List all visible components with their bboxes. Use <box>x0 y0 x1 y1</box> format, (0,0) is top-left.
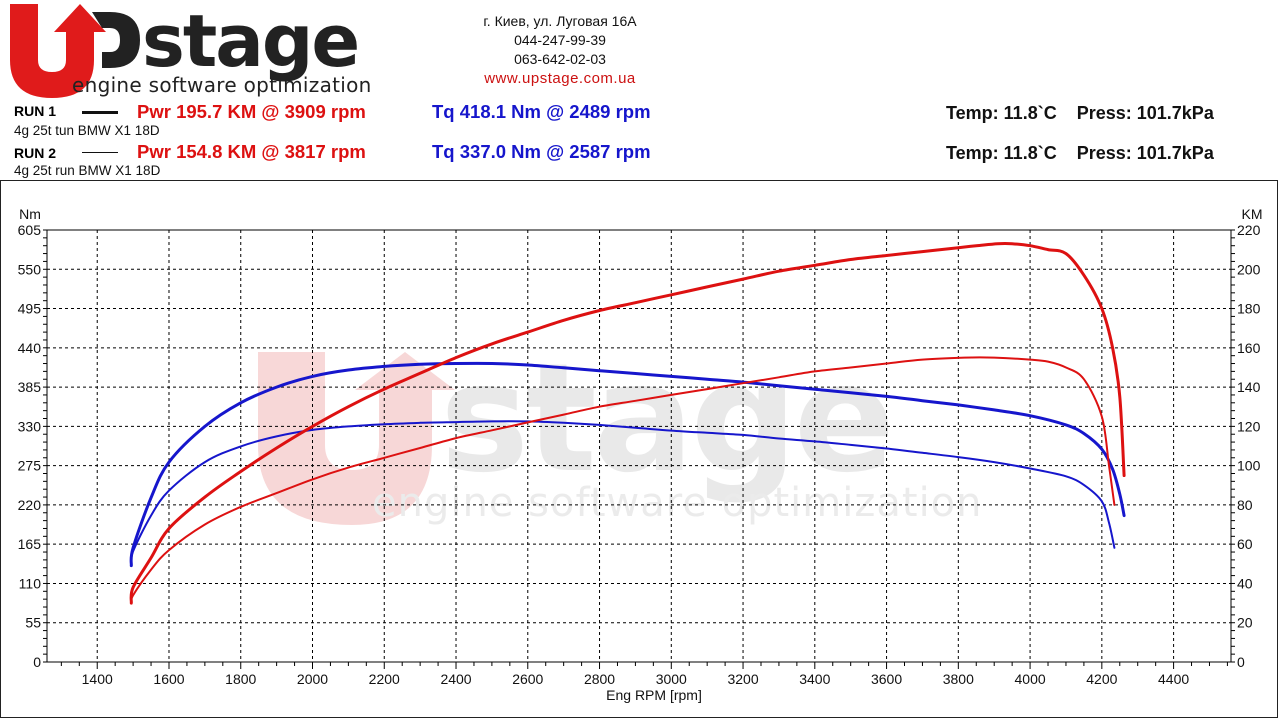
run-1-press: Press: 101.7kPa <box>1076 103 1214 123</box>
y-right-tick-label: 60 <box>1237 536 1253 552</box>
y-left-tick-label: 275 <box>18 458 42 474</box>
y-left-tick-label: 330 <box>18 418 42 434</box>
run-1-torque: Tq 418.1 Nm @ 2489 rpm <box>432 101 651 122</box>
x-tick-label: 2400 <box>440 671 471 687</box>
run-2-power: Pwr 154.8 KM @ 3817 rpm <box>137 141 366 162</box>
y-right-tick-label: 80 <box>1237 497 1253 513</box>
logo-word: stage <box>142 2 358 83</box>
x-tick-label: 3800 <box>943 671 974 687</box>
phone-2: 063-642-02-03 <box>514 51 606 67</box>
run-2-torque: Tq 337.0 Nm @ 2587 rpm <box>432 141 651 162</box>
y-left-tick-label: 385 <box>18 379 42 395</box>
y-left-tick-label: 605 <box>18 222 42 238</box>
series-line-3 <box>129 241 1126 605</box>
y-left-tick-label: 495 <box>18 301 42 317</box>
run-1-conditions: Temp: 11.8`C Press: 101.7kPa <box>946 103 1214 124</box>
run-1-label: RUN 1 <box>14 103 57 119</box>
series-line-4 <box>130 356 1116 605</box>
y-right-tick-label: 0 <box>1237 654 1245 670</box>
x-tick-label: 3600 <box>871 671 902 687</box>
run-1-power: Pwr 195.7 KM @ 3909 rpm <box>137 101 366 122</box>
chart-frame <box>0 180 1278 718</box>
address: г. Киев, ул. Луговая 16А <box>483 13 637 29</box>
logo-u-shape <box>10 4 106 98</box>
y-left-axis-label: Nm <box>19 206 41 222</box>
y-right-tick-label: 20 <box>1237 615 1253 631</box>
plot-area <box>46 229 1232 663</box>
y-right-axis-label: KM <box>1242 206 1263 222</box>
x-tick-label: 4400 <box>1158 671 1189 687</box>
y-right-tick-label: 220 <box>1237 222 1261 238</box>
svg-text:engine software optimization: engine software optimization <box>372 480 983 526</box>
series-line-1 <box>129 361 1126 568</box>
y-left-tick-label: 165 <box>18 536 42 552</box>
x-tick-label: 2000 <box>297 671 328 687</box>
series-line-2 <box>130 420 1116 567</box>
run-1-description: 4g 25t tun BMW X1 18D <box>14 123 160 138</box>
run-1-temp: Temp: 11.8`C <box>946 103 1057 123</box>
y-right-tick-label: 160 <box>1237 340 1261 356</box>
x-axis-label: Eng RPM [rpm] <box>606 687 702 703</box>
logo-tagline: engine software optimization <box>72 73 372 97</box>
website-link[interactable]: www.upstage.com.ua <box>484 70 636 87</box>
x-tick-label: 3200 <box>727 671 758 687</box>
upstage-logo: stage engine software optimization <box>10 2 372 98</box>
phone-1: 044-247-99-39 <box>514 32 606 48</box>
x-tick-label: 2800 <box>584 671 615 687</box>
run-2-temp: Temp: 11.8`C <box>946 143 1057 163</box>
y-right-tick-label: 200 <box>1237 261 1261 277</box>
run-2-conditions: Temp: 11.8`C Press: 101.7kPa <box>946 143 1214 164</box>
y-right-tick-label: 140 <box>1237 379 1261 395</box>
y-left-tick-label: 55 <box>25 615 41 631</box>
run-2-label: RUN 2 <box>14 145 57 161</box>
x-tick-label: 1600 <box>153 671 184 687</box>
y-right-tick-label: 180 <box>1237 301 1261 317</box>
y-left-tick-label: 440 <box>18 340 42 356</box>
y-left-tick-label: 0 <box>33 654 41 670</box>
run-2-description: 4g 25t run BMW X1 18D <box>14 163 161 178</box>
logo-p-shape <box>92 12 140 68</box>
x-tick-label: 3000 <box>656 671 687 687</box>
x-tick-label: 3400 <box>799 671 830 687</box>
y-left-tick-label: 220 <box>18 497 42 513</box>
x-tick-label: 1400 <box>82 671 113 687</box>
x-tick-label: 4200 <box>1086 671 1117 687</box>
x-tick-label: 2600 <box>512 671 543 687</box>
x-tick-label: 1800 <box>225 671 256 687</box>
run-2-line-sample <box>82 152 118 153</box>
x-tick-label: 2200 <box>369 671 400 687</box>
y-right-tick-label: 40 <box>1237 575 1253 591</box>
run-2-press: Press: 101.7kPa <box>1076 143 1214 163</box>
run-1-line-sample <box>82 111 118 114</box>
y-left-tick-label: 550 <box>18 261 42 277</box>
svg-text:stage: stage <box>440 332 891 506</box>
contact-block: г. Киев, ул. Луговая 16А 044-247-99-39 0… <box>440 12 680 88</box>
x-tick-label: 4000 <box>1015 671 1046 687</box>
y-left-tick-label: 110 <box>19 575 42 591</box>
y-right-tick-label: 120 <box>1237 418 1261 434</box>
y-right-tick-label: 100 <box>1237 458 1261 474</box>
